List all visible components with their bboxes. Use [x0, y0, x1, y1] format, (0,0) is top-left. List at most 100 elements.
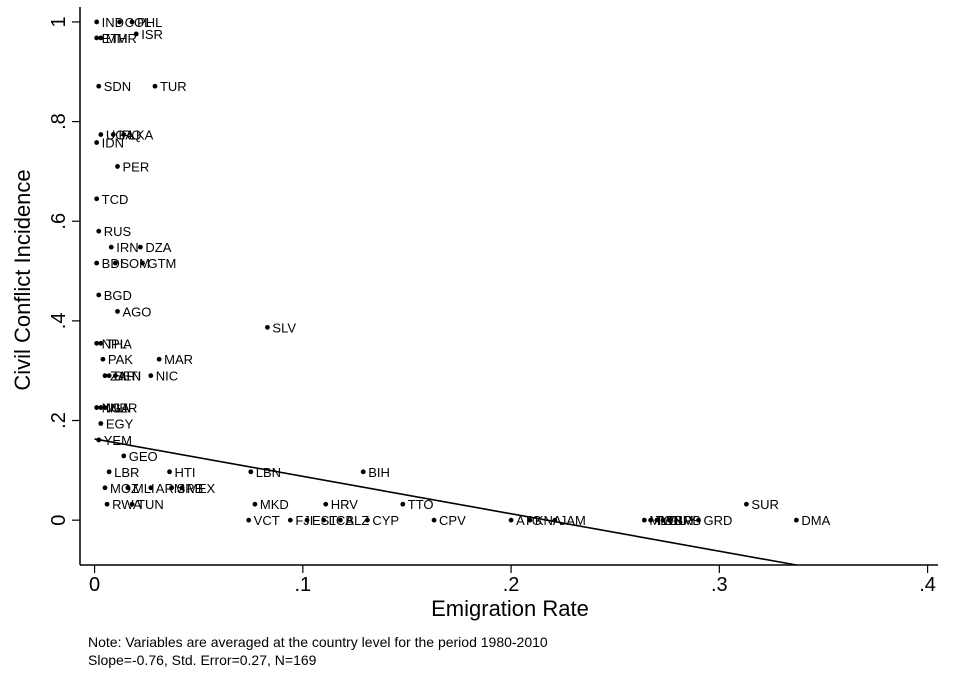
point-label: DZA	[145, 240, 171, 255]
scatter-point	[400, 501, 406, 507]
point-label: GUY	[668, 513, 697, 528]
point-label: SDN	[104, 79, 131, 94]
point-label: ISR	[141, 27, 163, 42]
scatter-point	[113, 373, 118, 379]
scatter-point	[121, 132, 127, 137]
scatter-point	[106, 373, 112, 379]
scatter-point	[552, 517, 558, 523]
scatter-point	[115, 164, 120, 169]
scatter-point	[360, 469, 366, 475]
scatter-point	[96, 292, 102, 298]
scatter-point	[98, 340, 104, 346]
point-label: AGO	[122, 304, 151, 319]
scatter-point	[793, 517, 799, 523]
scatter-point	[100, 356, 106, 362]
scatter-point	[96, 83, 102, 89]
scatter-point	[115, 309, 120, 314]
point-label: MMR	[106, 31, 137, 46]
point-label: ETH	[102, 31, 128, 46]
point-label: NPL	[102, 336, 127, 351]
scatter-point	[117, 19, 122, 25]
x-tick-label: .2	[503, 574, 520, 596]
y-tick-label: .4	[48, 313, 70, 330]
point-label: CPV	[439, 513, 466, 528]
point-label: EST	[312, 513, 337, 528]
point-label: MLI	[133, 481, 155, 496]
scatter-point	[508, 517, 514, 523]
point-label: IRN	[116, 240, 138, 255]
scatter-point	[337, 517, 343, 523]
scatter-point	[304, 517, 310, 523]
scatter-point	[129, 501, 135, 507]
scatter-point	[660, 517, 666, 523]
scatter-point	[96, 437, 102, 443]
scatter-point	[94, 35, 100, 41]
point-label: IRQ	[118, 128, 141, 143]
scatter-point	[102, 485, 108, 491]
scatter-point	[96, 228, 102, 234]
point-label: DMA	[801, 513, 830, 528]
point-label: BDI	[102, 256, 124, 271]
scatter-point	[323, 501, 329, 507]
x-axis-label: Emigration Rate	[431, 596, 589, 621]
scatter-point	[98, 35, 104, 41]
scatter-point	[246, 517, 252, 523]
point-label: THA	[106, 336, 132, 351]
x-tick-label: .3	[711, 574, 728, 596]
y-tick-label: .2	[48, 412, 70, 429]
scatter-point	[104, 501, 110, 507]
point-label: KNA	[535, 513, 562, 528]
point-label: IND	[102, 15, 124, 30]
point-label: NER	[110, 401, 137, 416]
point-label: PER	[122, 159, 149, 174]
y-tick-label: 0	[48, 515, 70, 526]
scatter-point	[527, 517, 533, 523]
point-label: BIH	[368, 465, 390, 480]
point-label: ZAF	[110, 369, 135, 384]
fit-line	[94, 438, 797, 566]
point-label: WSM	[662, 513, 694, 528]
point-label: PHL	[137, 15, 162, 30]
fit-line-layer	[94, 438, 797, 566]
point-label: TCD	[102, 192, 129, 207]
point-label: PAK	[108, 352, 133, 367]
point-label: ARM	[156, 481, 185, 496]
point-label: LBN	[256, 465, 281, 480]
x-tick-label: .4	[919, 574, 936, 596]
scatter-point	[431, 517, 437, 523]
scatter-point	[179, 485, 185, 491]
y-axis-label: Civil Conflict Incidence	[10, 169, 35, 390]
scatter-point	[169, 485, 175, 491]
scatter-point	[129, 19, 135, 25]
point-label: TON	[656, 513, 683, 528]
point-label: TUN	[137, 497, 164, 512]
scatter-point	[102, 405, 108, 410]
scatter-point	[98, 132, 104, 137]
scatter-point	[98, 405, 104, 410]
scatter-point	[666, 517, 672, 523]
y-tick-label: .8	[48, 113, 70, 130]
point-label: COL	[125, 15, 152, 30]
point-label: YEM	[104, 433, 132, 448]
scatter-point	[248, 469, 254, 475]
scatter-point	[133, 31, 139, 37]
scatter-point	[252, 501, 258, 507]
point-label: UGA	[106, 128, 135, 143]
point-label: IDN	[102, 136, 124, 151]
y-tick-label: 1	[48, 16, 70, 27]
point-label: SOM	[120, 256, 150, 271]
note-line-2: Slope=-0.76, Std. Error=0.27, N=169	[88, 652, 317, 668]
point-label: GTM	[147, 256, 176, 271]
scatter-point	[106, 469, 112, 475]
point-label: LBR	[114, 465, 139, 480]
point-label: TUR	[160, 79, 187, 94]
point-label: BLZ	[345, 513, 369, 528]
scatter-point	[696, 517, 701, 523]
point-label: SRB	[177, 481, 204, 496]
point-label: NGA	[102, 401, 130, 416]
point-label: HRV	[331, 497, 359, 512]
scatter-point	[125, 485, 131, 491]
point-label: GRD	[704, 513, 733, 528]
point-label: GEO	[129, 449, 158, 464]
